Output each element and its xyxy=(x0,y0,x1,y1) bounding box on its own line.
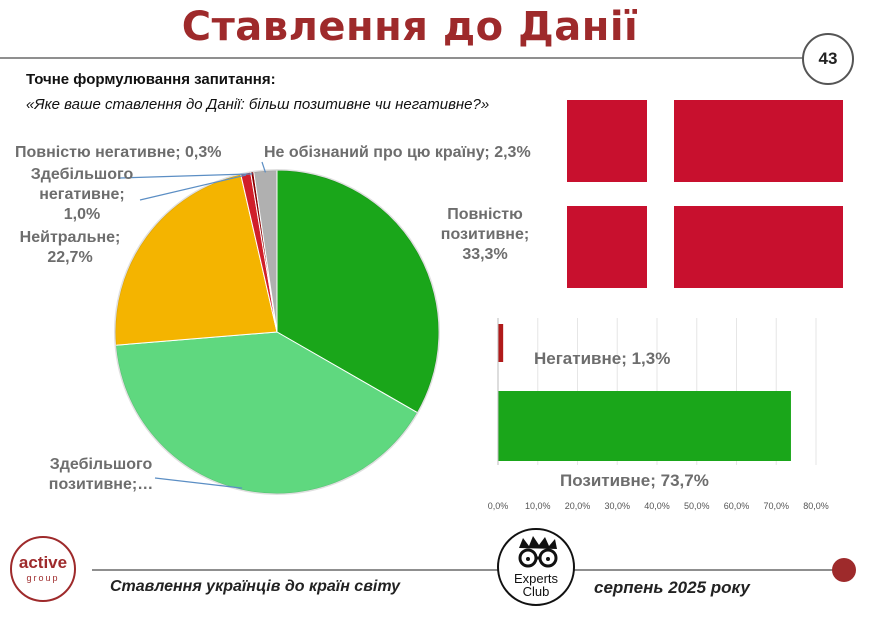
bar-tick-label: 60,0% xyxy=(724,501,750,511)
logo-experts-line2: Club xyxy=(522,584,550,599)
label-unaware: Не обізнаний про цю країну; 2,3% xyxy=(264,144,531,161)
experts-club-logo: Experts Club xyxy=(497,528,575,606)
footer-dot xyxy=(832,558,856,582)
label-mostly-negative-line2: негативне; 1,0% xyxy=(39,186,125,223)
bar-tick-label: 30,0% xyxy=(604,501,630,511)
bar-tick-label: 70,0% xyxy=(763,501,789,511)
title-divider xyxy=(0,57,808,59)
bar-tick-label: 20,0% xyxy=(565,501,591,511)
denmark-flag-icon xyxy=(567,100,843,288)
label-mostly-negative-line1: Здебільшого xyxy=(30,166,134,183)
logo-active-sub: group xyxy=(26,573,60,583)
label-neutral: Нейтральне; 22,7% xyxy=(14,228,126,268)
pie-leader-line xyxy=(139,174,247,201)
label-full-positive-line3: 33,3% xyxy=(462,246,508,263)
page-number-badge: 43 xyxy=(802,33,854,85)
bar-tick-label: 0,0% xyxy=(488,501,509,511)
bar-tick-label: 40,0% xyxy=(644,501,670,511)
logo-experts-line1: Experts xyxy=(513,571,559,586)
glasses-face-icon xyxy=(518,536,558,568)
label-full-negative: Повністю негативне; 0,3% xyxy=(15,144,222,161)
footer-divider xyxy=(92,569,837,571)
bar-tick-label: 80,0% xyxy=(803,501,829,511)
pie-outline xyxy=(114,169,440,495)
logo-active-main: active xyxy=(18,553,68,572)
bar-data-label: Позитивне; 73,7% xyxy=(560,471,709,490)
footer-date: серпень 2025 року xyxy=(594,578,750,597)
question-label: Точне формулювання запитання: xyxy=(26,71,276,88)
page-title: Ставлення до Данії xyxy=(181,4,639,50)
pie-slice xyxy=(276,169,440,414)
bar xyxy=(498,324,504,362)
pie-leader-line xyxy=(119,173,253,179)
bar-data-label: Негативне; 1,3% xyxy=(534,349,670,368)
label-mostly-positive: Здебільшого позитивне;… xyxy=(40,455,162,495)
pie-slice xyxy=(115,331,419,495)
bar-chart: 0,0% 10,0% 20,0% 30,0% 40,0% 50,0% 60,0% 70,0% 8… xyxy=(488,318,829,511)
bar xyxy=(498,391,791,461)
label-mostly-positive-line2: позитивне;… xyxy=(48,476,154,493)
question-text: «Яке ваше ставлення до Данії: більш пози… xyxy=(26,96,490,113)
label-neutral-line2: 22,7% xyxy=(47,249,93,266)
active-group-logo: active group xyxy=(10,536,76,602)
bar-tick-label: 50,0% xyxy=(684,501,710,511)
pie-leader-line xyxy=(154,477,243,489)
label-mostly-negative: Здебільшого негативне; 1,0% xyxy=(22,165,142,225)
label-neutral-line1: Нейтральне; xyxy=(19,229,121,246)
label-full-positive: Повністю позитивне; 33,3% xyxy=(430,205,540,265)
footer-survey-title: Ставлення українців до країн світу xyxy=(110,578,401,595)
pie-leader-line xyxy=(261,161,267,173)
label-mostly-positive-line1: Здебільшого xyxy=(49,456,153,473)
label-full-positive-line1: Повністю xyxy=(447,206,523,223)
bar-tick-label: 10,0% xyxy=(525,501,551,511)
label-full-positive-line2: позитивне; xyxy=(440,226,530,243)
